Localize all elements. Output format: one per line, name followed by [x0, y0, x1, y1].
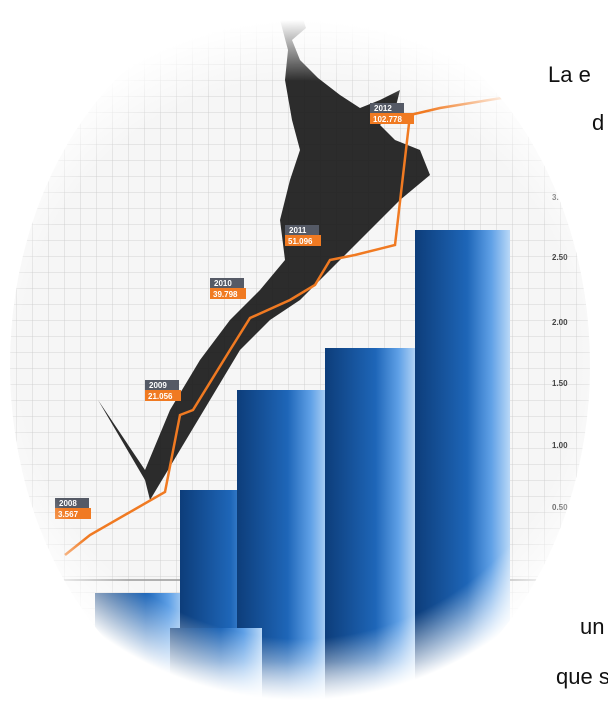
text-fragment: La e	[548, 62, 591, 87]
text-fragments: La e d un que s	[548, 62, 608, 689]
text-fragment: d	[592, 110, 604, 135]
text-fragment: que s	[556, 664, 608, 689]
text-fragment: un	[580, 614, 604, 639]
